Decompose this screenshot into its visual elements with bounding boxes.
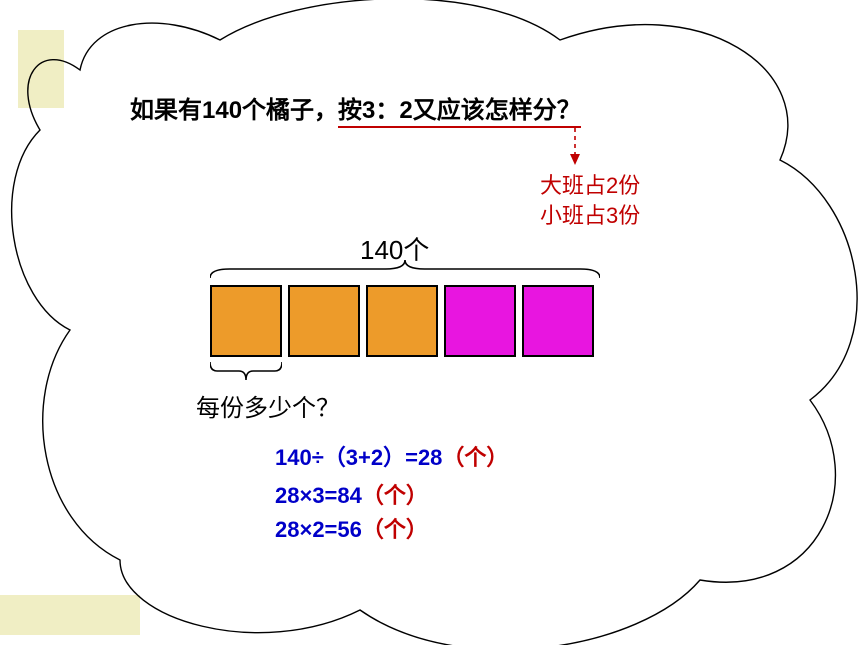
calc-line-2: 28×3=84（个）: [275, 478, 428, 510]
square-3: [366, 285, 438, 357]
brace-top: [210, 260, 600, 282]
bg-accent-left: [18, 30, 64, 108]
title-line: 如果有140个橘子，按3：2又应该怎样分？: [130, 90, 581, 125]
dashed-arrow-head: [570, 154, 580, 165]
square-2: [288, 285, 360, 357]
title-underlined: 按3：2又应该怎样分？: [338, 97, 581, 128]
stage: 如果有140个橘子，按3：2又应该怎样分？ 大班占2份 小班占3份 140个 每…: [0, 0, 860, 645]
calc-lhs: 140÷（3+2）=28: [275, 445, 442, 470]
calc-line-1: 140÷（3+2）=28（个）: [275, 440, 508, 472]
calc-unit: （个）: [442, 445, 508, 470]
bg-accent-bottom: [0, 595, 140, 635]
calc-unit: （个）: [362, 483, 428, 508]
square-1: [210, 285, 282, 357]
square-5: [522, 285, 594, 357]
title-prefix: 如果有140个橘子，: [130, 97, 338, 124]
calc-line-3: 28×2=56（个）: [275, 512, 428, 544]
calc-lhs: 28×3=84: [275, 483, 362, 508]
squares-row: [210, 285, 594, 357]
red-note-line1: 大班占2份: [540, 168, 640, 200]
brace-bottom: [210, 362, 282, 384]
square-4: [444, 285, 516, 357]
calc-lhs: 28×2=56: [275, 517, 362, 542]
each-question: 每份多少个？: [196, 388, 340, 423]
brace-bottom-path: [210, 362, 282, 380]
calc-unit: （个）: [362, 517, 428, 542]
red-note-line2: 小班占3份: [540, 198, 640, 230]
brace-top-path: [210, 260, 600, 278]
